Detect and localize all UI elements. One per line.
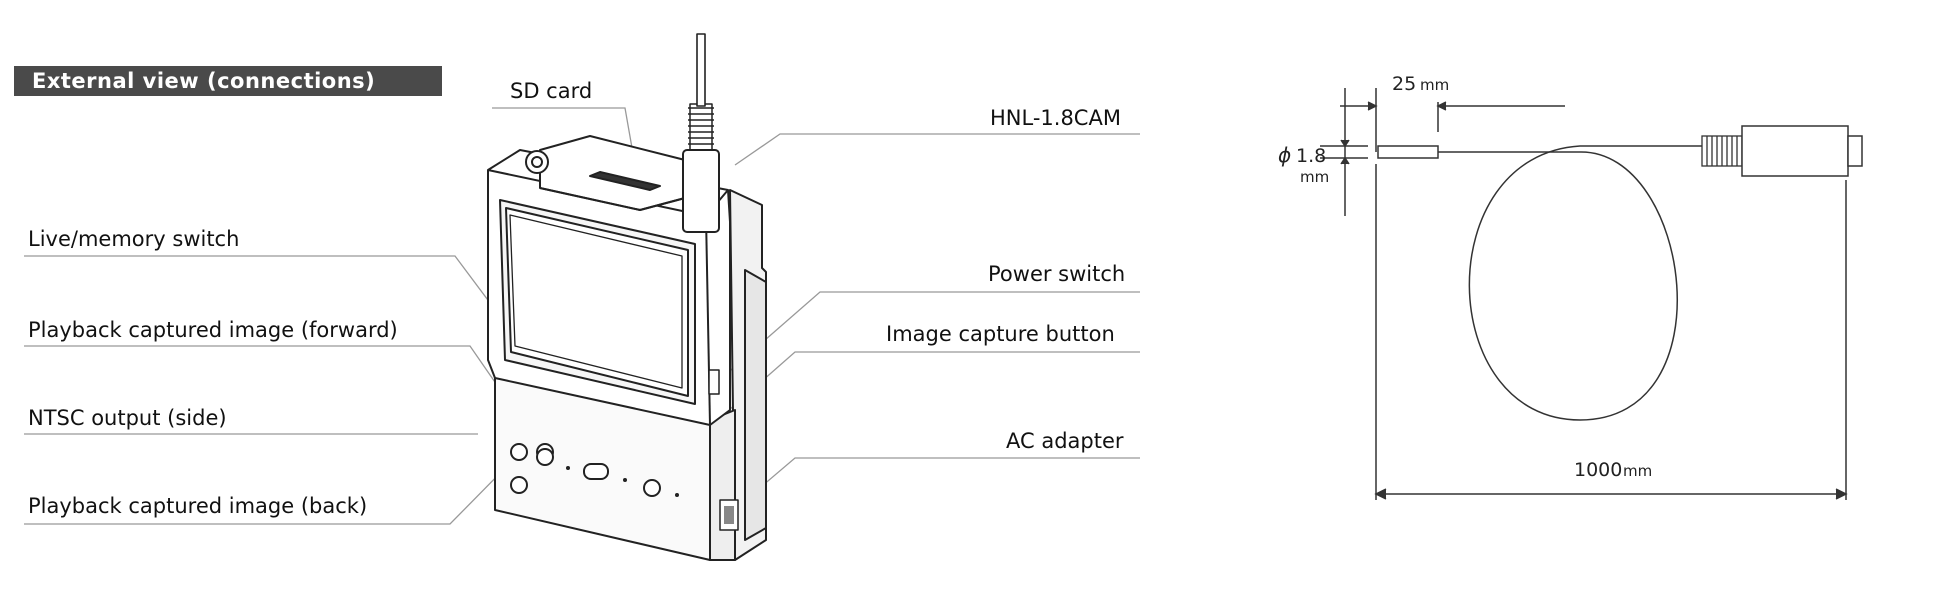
section-title-banner: External view (connections) (14, 66, 442, 96)
label-sd-card: SD card (510, 79, 593, 103)
probe-tip (1377, 145, 1439, 159)
label-power-switch: Power switch (988, 262, 1126, 286)
dim-1000-unit: mm (1623, 462, 1652, 480)
label-hnl-camera: HNL-1.8CAM (990, 106, 1121, 130)
label-live-memory-switch: Live/memory switch (28, 227, 240, 251)
diameter-symbol: ϕ (1278, 143, 1291, 167)
label-playback-forward: Playback captured image (forward) (28, 318, 398, 342)
label-playback-back: Playback captured image (back) (28, 494, 368, 518)
label-ac-adapter: AC adapter (1006, 429, 1124, 453)
dim-1000-value: 1000 (1574, 459, 1622, 481)
dim-25-unit: mm (1420, 76, 1449, 94)
diameter-value: 1.8 (1296, 145, 1326, 167)
label-ntsc-output: NTSC output (side) (28, 406, 227, 430)
diameter-unit: mm (1300, 168, 1329, 186)
probe-connector (1741, 125, 1849, 177)
label-image-capture-button: Image capture button (886, 322, 1115, 346)
dim-25-value: 25 (1392, 73, 1416, 95)
